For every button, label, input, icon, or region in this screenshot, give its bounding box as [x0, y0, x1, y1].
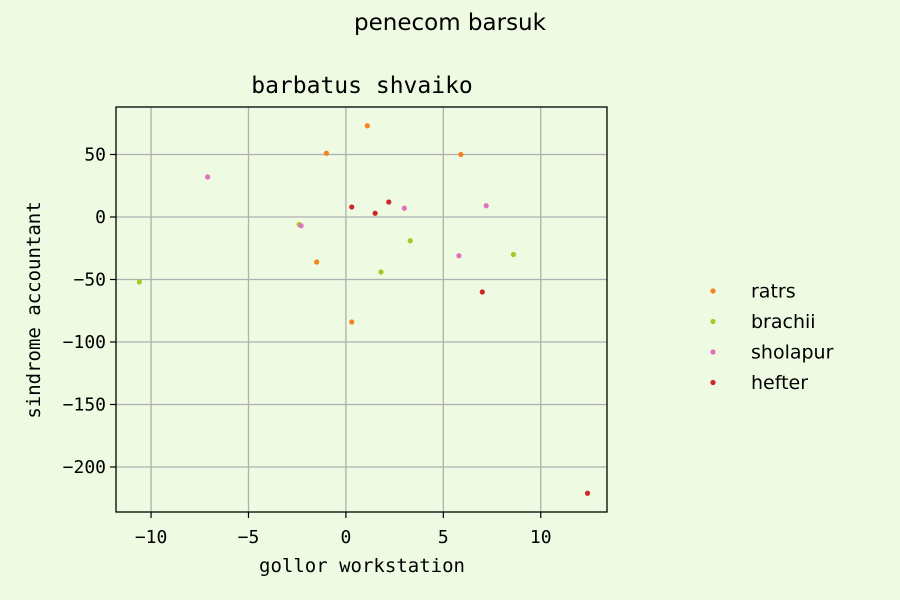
x-axis-ticks: −10 −5 0 5 10 [135, 512, 552, 548]
data-point-ratrs [458, 151, 464, 158]
data-point-ratrs [349, 319, 355, 325]
data-point-sholapur [456, 253, 462, 259]
data-point-brachii [407, 238, 413, 244]
data-point-hefter [349, 204, 355, 210]
figure-suptitle: penecom barsuk [354, 10, 547, 36]
y-tick-label: −100 [63, 332, 106, 353]
x-axis-label: gollor workstation [259, 555, 465, 577]
legend-marker-sholapur [710, 349, 716, 355]
data-point-sholapur [401, 205, 407, 211]
y-tick-label: −50 [73, 270, 106, 291]
y-axis-label: sindrome accountant [23, 201, 45, 418]
legend-marker-hefter [710, 379, 716, 386]
data-point-ratrs [314, 259, 320, 265]
data-point-brachii [378, 269, 384, 275]
data-point-sholapur [204, 174, 211, 180]
data-point-hefter [479, 289, 485, 295]
legend-label-brachii: brachii [751, 311, 816, 333]
x-tick-label: 0 [340, 527, 351, 548]
x-tick-label: 5 [438, 527, 449, 548]
grid-lines [116, 107, 607, 512]
x-tick-label: 10 [530, 527, 552, 548]
data-point-ratrs [364, 123, 370, 129]
legend: ratrs brachii sholapur hefter [710, 281, 834, 394]
data-point-sholapur [483, 203, 489, 209]
chart-title: barbatus shvaiko [251, 73, 473, 99]
legend-marker-ratrs [710, 288, 716, 294]
legend-marker-brachii [710, 318, 716, 325]
legend-label-sholapur: sholapur [751, 342, 834, 364]
data-points [136, 123, 591, 496]
y-tick-label: −150 [63, 395, 106, 416]
data-point-hefter [372, 210, 378, 216]
data-point-brachii [136, 279, 142, 285]
data-point-hefter [386, 199, 392, 205]
data-point-sholapur [298, 223, 304, 229]
y-tick-label: 50 [84, 145, 106, 166]
legend-label-hefter: hefter [751, 372, 808, 394]
x-tick-label: −10 [135, 527, 168, 548]
data-point-brachii [510, 251, 517, 258]
x-tick-label: −5 [238, 527, 260, 548]
y-tick-label: −200 [63, 457, 106, 478]
y-tick-label: 0 [95, 207, 106, 228]
legend-label-ratrs: ratrs [751, 281, 796, 303]
data-point-hefter [584, 490, 591, 496]
plot-area [115, 106, 608, 513]
y-axis-ticks: 50 0 −50 −100 −150 −200 [63, 145, 116, 478]
data-point-ratrs [323, 150, 330, 156]
